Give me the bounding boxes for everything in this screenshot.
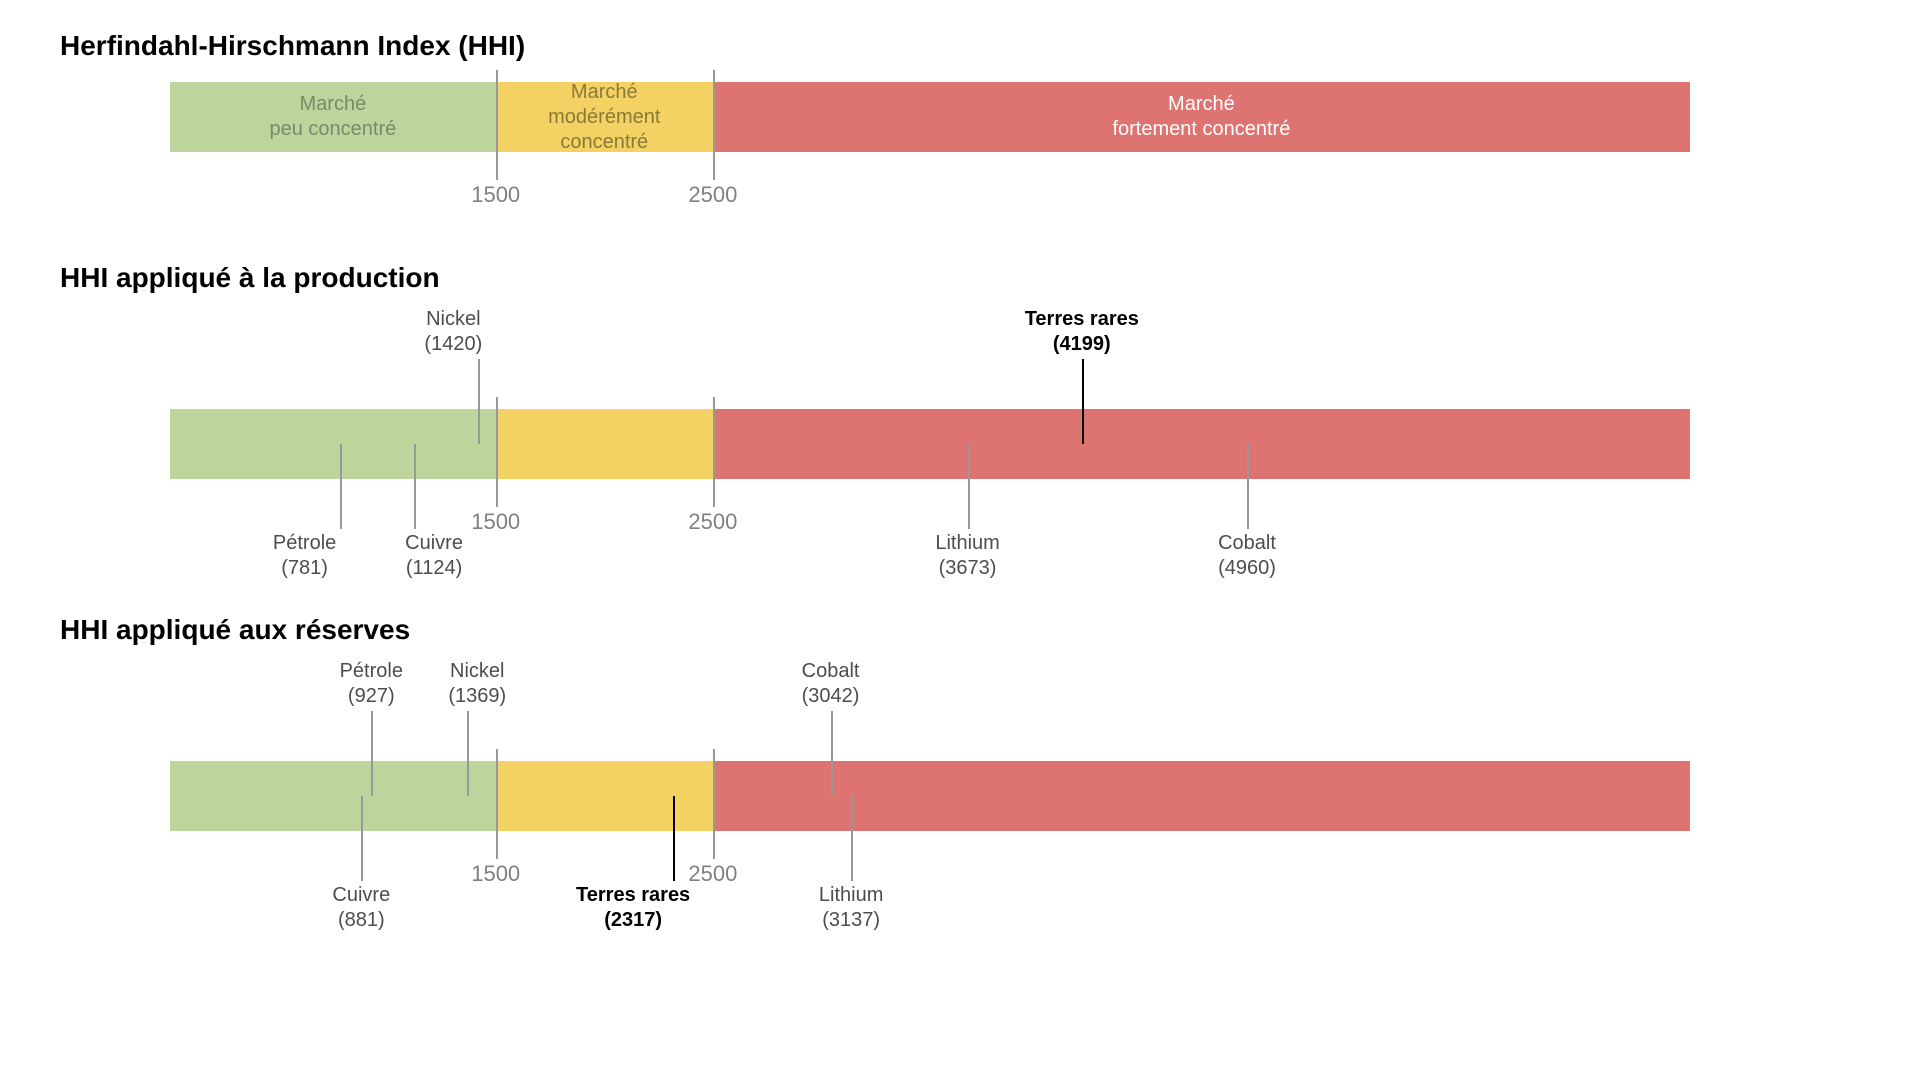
axis-tick	[496, 397, 498, 507]
axis-tick	[713, 70, 715, 180]
data-marker	[673, 796, 675, 881]
data-marker-label: Nickel(1369)	[448, 659, 506, 709]
axis-tick	[713, 397, 715, 507]
zone-segment	[170, 409, 496, 479]
axis-tick-label: 1500	[471, 861, 520, 887]
bar-container: 15002500Pétrole(781)Cuivre(1124)Nickel(1…	[170, 314, 1690, 574]
data-marker-label: Terres rares(4199)	[1025, 307, 1139, 357]
hhi-bar	[170, 761, 1690, 831]
data-marker	[968, 444, 970, 529]
data-marker	[851, 796, 853, 881]
zone-segment	[496, 409, 713, 479]
hhi-section: HHI appliqué à la production15002500Pétr…	[60, 262, 1860, 574]
axis-tick-label: 2500	[688, 861, 737, 887]
zone-label: Marchéfortement concentré	[1112, 92, 1290, 142]
zone-label: Marchépeu concentré	[269, 92, 396, 142]
hhi-section: HHI appliqué aux réserves15002500Cuivre(…	[60, 614, 1860, 926]
bar-container: Marchépeu concentré Marchémodérémentconce…	[170, 82, 1690, 222]
zone-label: Marchémodérémentconcentré	[548, 80, 660, 155]
axis-tick-label: 1500	[471, 509, 520, 535]
zone-segment	[170, 761, 496, 831]
data-marker	[361, 796, 363, 881]
data-marker-label: Cobalt(3042)	[802, 659, 860, 709]
bar-container: 15002500Cuivre(881)Pétrole(927)Nickel(13…	[170, 666, 1690, 926]
section-title: HHI appliqué aux réserves	[60, 614, 1860, 646]
data-marker	[1082, 359, 1084, 444]
data-marker-label: Cuivre(1124)	[405, 531, 463, 581]
data-marker	[1247, 444, 1249, 529]
axis-tick-label: 1500	[471, 182, 520, 208]
axis-tick	[713, 749, 715, 859]
data-marker	[831, 711, 833, 796]
data-marker	[478, 359, 480, 444]
axis-tick-label: 2500	[688, 509, 737, 535]
hhi-bar: Marchépeu concentré Marchémodérémentconce…	[170, 82, 1690, 152]
data-marker-label: Terres rares(2317)	[576, 883, 690, 933]
zone-segment	[496, 761, 713, 831]
data-marker-label: Pétrole(927)	[340, 659, 403, 709]
zone-segment: Marchéfortement concentré	[713, 82, 1690, 152]
data-marker-label: Cuivre(881)	[332, 883, 390, 933]
axis-tick	[496, 749, 498, 859]
axis-tick	[496, 70, 498, 180]
axis-tick-label: 2500	[688, 182, 737, 208]
zone-segment: Marchémodérémentconcentré	[496, 82, 713, 152]
data-marker-label: Cobalt(4960)	[1218, 531, 1276, 581]
section-title: Herfindahl-Hirschmann Index (HHI)	[60, 30, 1860, 62]
hhi-section: Herfindahl-Hirschmann Index (HHI) Marchép…	[60, 30, 1860, 222]
zone-segment	[713, 761, 1690, 831]
data-marker-label: Nickel(1420)	[424, 307, 482, 357]
data-marker-label: Lithium(3673)	[935, 531, 999, 581]
data-marker	[414, 444, 416, 529]
hhi-bar	[170, 409, 1690, 479]
data-marker-label: Lithium(3137)	[819, 883, 883, 933]
data-marker-label: Pétrole(781)	[273, 531, 336, 581]
data-marker	[340, 444, 342, 529]
section-title: HHI appliqué à la production	[60, 262, 1860, 294]
data-marker	[467, 711, 469, 796]
zone-segment	[713, 409, 1690, 479]
zone-segment: Marchépeu concentré	[170, 82, 496, 152]
data-marker	[371, 711, 373, 796]
